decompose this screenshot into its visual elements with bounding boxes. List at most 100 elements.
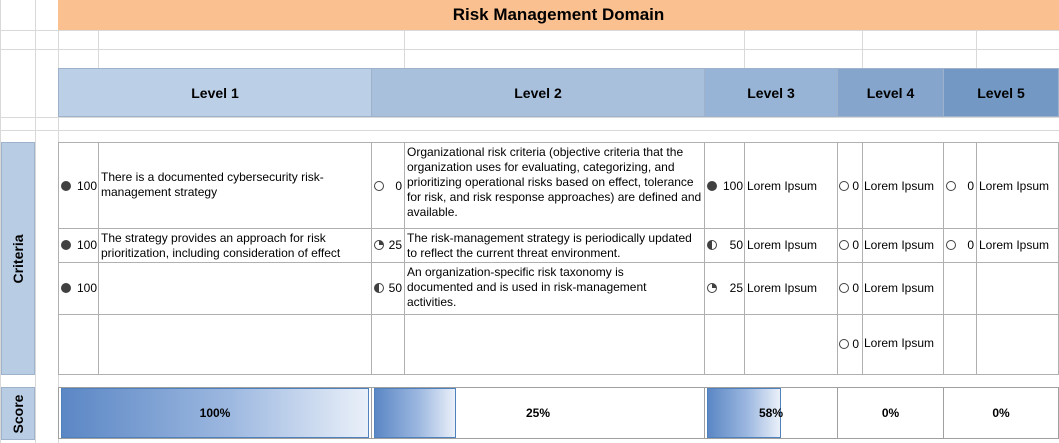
- criterion-l1-r1: 100: [58, 142, 98, 228]
- criterion-text: Lorem Ipsum: [747, 179, 818, 193]
- criterion-value: 50: [729, 238, 743, 252]
- score-value: 25%: [525, 406, 551, 420]
- criterion-value: 25: [388, 238, 402, 252]
- column-divider: [976, 142, 977, 375]
- criterion-l4-r1: 0: [837, 142, 862, 228]
- gridline: [0, 130, 1059, 131]
- column-divider: [704, 142, 705, 375]
- criterion-value: 0: [852, 337, 859, 351]
- criterion-value: 100: [76, 179, 97, 193]
- criterion-value: 0: [852, 179, 859, 193]
- criterion-value: 0: [395, 179, 402, 193]
- row-divider: [58, 262, 1059, 263]
- row-divider: [58, 228, 1059, 229]
- gridline: [976, 30, 977, 68]
- column-divider: [744, 142, 745, 375]
- gridline: [862, 30, 863, 68]
- criterion-l3-r2: 50: [704, 229, 744, 262]
- criterion-l2-r2: 25: [371, 229, 404, 262]
- gridline: [0, 0, 1, 443]
- score-level-1: 100%: [58, 387, 372, 439]
- gridline: [0, 117, 1059, 118]
- score-label-text: Score: [10, 394, 26, 433]
- criterion-text: Lorem Ipsum: [864, 336, 935, 350]
- criterion-value: 0: [852, 238, 859, 252]
- full-circle-icon: [707, 181, 717, 191]
- header-level-1: Level 1: [58, 68, 372, 117]
- quarter-circle-icon: [374, 240, 384, 250]
- score-value: 0%: [992, 406, 1010, 420]
- criterion-value: 50: [388, 281, 402, 295]
- column-divider: [404, 142, 405, 375]
- gridline: [744, 30, 745, 68]
- criterion-text: Lorem Ipsum: [979, 179, 1050, 193]
- empty-circle-icon: [839, 339, 849, 349]
- score-level-2: 25%: [371, 387, 705, 439]
- criterion-text: Lorem Ipsum: [747, 238, 818, 252]
- full-circle-icon: [61, 283, 71, 293]
- criterion-l4-r4: 0: [837, 315, 862, 375]
- empty-circle-icon: [946, 181, 956, 191]
- score-value: 58%: [758, 406, 784, 420]
- header-level-3: Level 3: [704, 68, 838, 117]
- empty-circle-icon: [839, 181, 849, 191]
- gridline: [404, 30, 405, 68]
- header-level-2: Level 2: [371, 68, 705, 117]
- criterion-value: 0: [967, 238, 974, 252]
- empty-circle-icon: [839, 240, 849, 250]
- empty-circle-icon: [839, 283, 849, 293]
- score-bar: [374, 388, 456, 438]
- column-divider: [862, 142, 863, 375]
- criterion-l4-r2: 0: [837, 229, 862, 262]
- criterion-text: Lorem Ipsum: [979, 238, 1050, 252]
- score-level-5: 0%: [943, 387, 1059, 439]
- header-level-4: Level 4: [837, 68, 944, 117]
- criterion-value: 0: [852, 281, 859, 295]
- full-circle-icon: [61, 240, 71, 250]
- criterion-text: The risk-management strategy is periodic…: [407, 231, 692, 260]
- score-side-label: Score: [1, 387, 35, 440]
- criterion-l3-r1: 100: [704, 142, 744, 228]
- criterion-value: 0: [967, 179, 974, 193]
- score-bar: [61, 388, 369, 438]
- criterion-l3-r3: 25: [704, 263, 744, 314]
- gridline: [0, 30, 1059, 31]
- column-divider: [371, 142, 372, 375]
- criterion-l4-r3: 0: [837, 263, 862, 314]
- gridline: [98, 30, 99, 68]
- score-level-3: 58%: [704, 387, 838, 439]
- criterion-value: 100: [76, 281, 97, 295]
- header-level-5: Level 5: [943, 68, 1059, 117]
- criterion-l2-r1: 0: [371, 142, 404, 228]
- column-divider: [943, 142, 944, 375]
- empty-circle-icon: [946, 240, 956, 250]
- score-value: 100%: [199, 406, 231, 420]
- empty-circle-icon: [374, 181, 384, 191]
- criterion-text: Lorem Ipsum: [864, 238, 935, 252]
- half-circle-icon: [374, 283, 384, 293]
- criterion-l1-r2: 100: [58, 229, 98, 262]
- criterion-value: 100: [722, 179, 743, 193]
- half-circle-icon: [707, 240, 717, 250]
- criterion-text: An organization-specific risk taxonomy i…: [407, 265, 647, 309]
- criteria-side-label: Criteria: [1, 142, 35, 375]
- criterion-l1-r3: 100: [58, 263, 98, 314]
- row-divider: [58, 314, 1059, 315]
- criterion-value: 25: [729, 281, 743, 295]
- criterion-text: The strategy provides an approach for ri…: [101, 231, 341, 260]
- criterion-text: Lorem Ipsum: [747, 281, 818, 295]
- score-value: 0%: [881, 406, 900, 420]
- gridline: [0, 49, 1059, 50]
- page-title: Risk Management Domain: [58, 0, 1059, 30]
- criterion-value: 100: [76, 238, 97, 252]
- full-circle-icon: [61, 181, 71, 191]
- criterion-text: There is a documented cybersecurity risk…: [101, 170, 324, 199]
- criterion-text: Organizational risk criteria (objective …: [407, 145, 702, 219]
- criterion-l2-r3: 50: [371, 263, 404, 314]
- criterion-l5-r1: 0: [943, 142, 976, 228]
- criterion-text: Lorem Ipsum: [864, 179, 935, 193]
- quarter-circle-icon: [707, 283, 717, 293]
- score-level-4: 0%: [837, 387, 944, 439]
- criterion-l5-r2: 0: [943, 229, 976, 262]
- gridline: [35, 0, 36, 443]
